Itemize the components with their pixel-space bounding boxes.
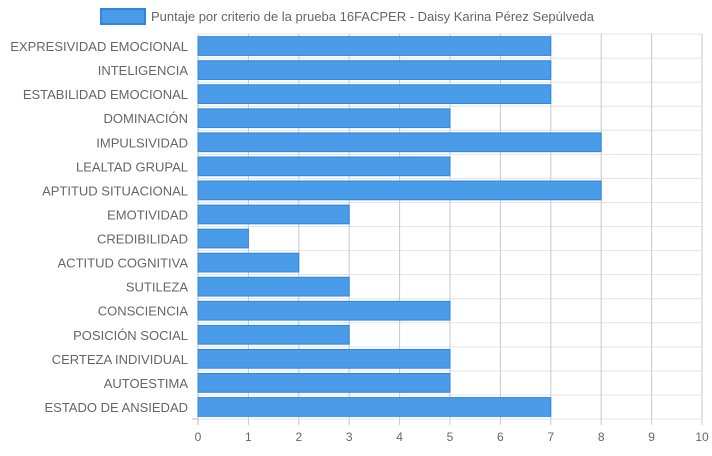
bar[interactable]	[197, 324, 350, 345]
legend-label: Puntaje por criterio de la prueba 16FACP…	[151, 9, 595, 24]
legend[interactable]: Puntaje por criterio de la prueba 16FACP…	[100, 8, 595, 25]
category-label: ESTADO DE ANSIEDAD	[44, 400, 188, 415]
bar[interactable]	[197, 252, 300, 273]
category-label: EMOTIVIDAD	[107, 207, 188, 222]
x-tick-label: 3	[346, 430, 353, 444]
legend-swatch[interactable]	[100, 8, 146, 25]
x-axis-ticks: 0 1 2 3 4 5 6 7 8 9 10	[195, 430, 709, 444]
bar[interactable]	[197, 84, 552, 105]
category-label: DOMINACIÓN	[104, 111, 189, 126]
x-tick-label: 9	[648, 430, 655, 444]
bar[interactable]	[197, 60, 552, 80]
bar[interactable]	[197, 156, 451, 177]
x-tick-label: 7	[547, 430, 554, 444]
bar[interactable]	[197, 348, 451, 369]
bars	[197, 36, 602, 417]
bar[interactable]	[197, 36, 552, 56]
bar[interactable]	[197, 300, 451, 321]
category-label: SUTILEZA	[126, 280, 188, 295]
category-label: CERTEZA INDIVIDUAL	[52, 352, 188, 367]
category-label: CREDIBILIDAD	[97, 232, 188, 247]
x-tick-label: 2	[295, 430, 302, 444]
category-label: INTELIGENCIA	[98, 63, 189, 78]
bar[interactable]	[197, 180, 602, 201]
bar[interactable]	[197, 397, 552, 417]
category-label: ACTITUD COGNITIVA	[58, 256, 189, 271]
x-tick-label: 10	[695, 430, 709, 444]
bar[interactable]	[197, 108, 451, 129]
x-tick-label: 8	[598, 430, 605, 444]
category-labels: EXPRESIVIDAD EMOCIONAL INTELIGENCIA ESTABI…	[10, 39, 188, 415]
category-label: CONSCIENCIA	[98, 304, 189, 319]
bar[interactable]	[197, 276, 350, 297]
category-label: IMPULSIVIDAD	[96, 135, 188, 150]
category-label: AUTOESTIMA	[104, 376, 189, 391]
x-tick-label: 0	[195, 430, 202, 444]
bar[interactable]	[197, 373, 451, 393]
bar[interactable]	[197, 228, 249, 249]
category-label: APTITUD SITUACIONAL	[42, 183, 188, 198]
x-tick-label: 4	[396, 430, 403, 444]
bar[interactable]	[197, 132, 602, 153]
bar[interactable]	[197, 204, 350, 225]
category-label: EXPRESIVIDAD EMOCIONAL	[10, 39, 188, 54]
x-tick-label: 1	[245, 430, 252, 444]
x-tick-label: 5	[447, 430, 454, 444]
x-tick-label: 6	[497, 430, 504, 444]
category-label: POSICIÓN SOCIAL	[73, 328, 188, 343]
category-label: LEALTAD GRUPAL	[76, 159, 188, 174]
category-label: ESTABILIDAD EMOCIONAL	[23, 87, 188, 102]
